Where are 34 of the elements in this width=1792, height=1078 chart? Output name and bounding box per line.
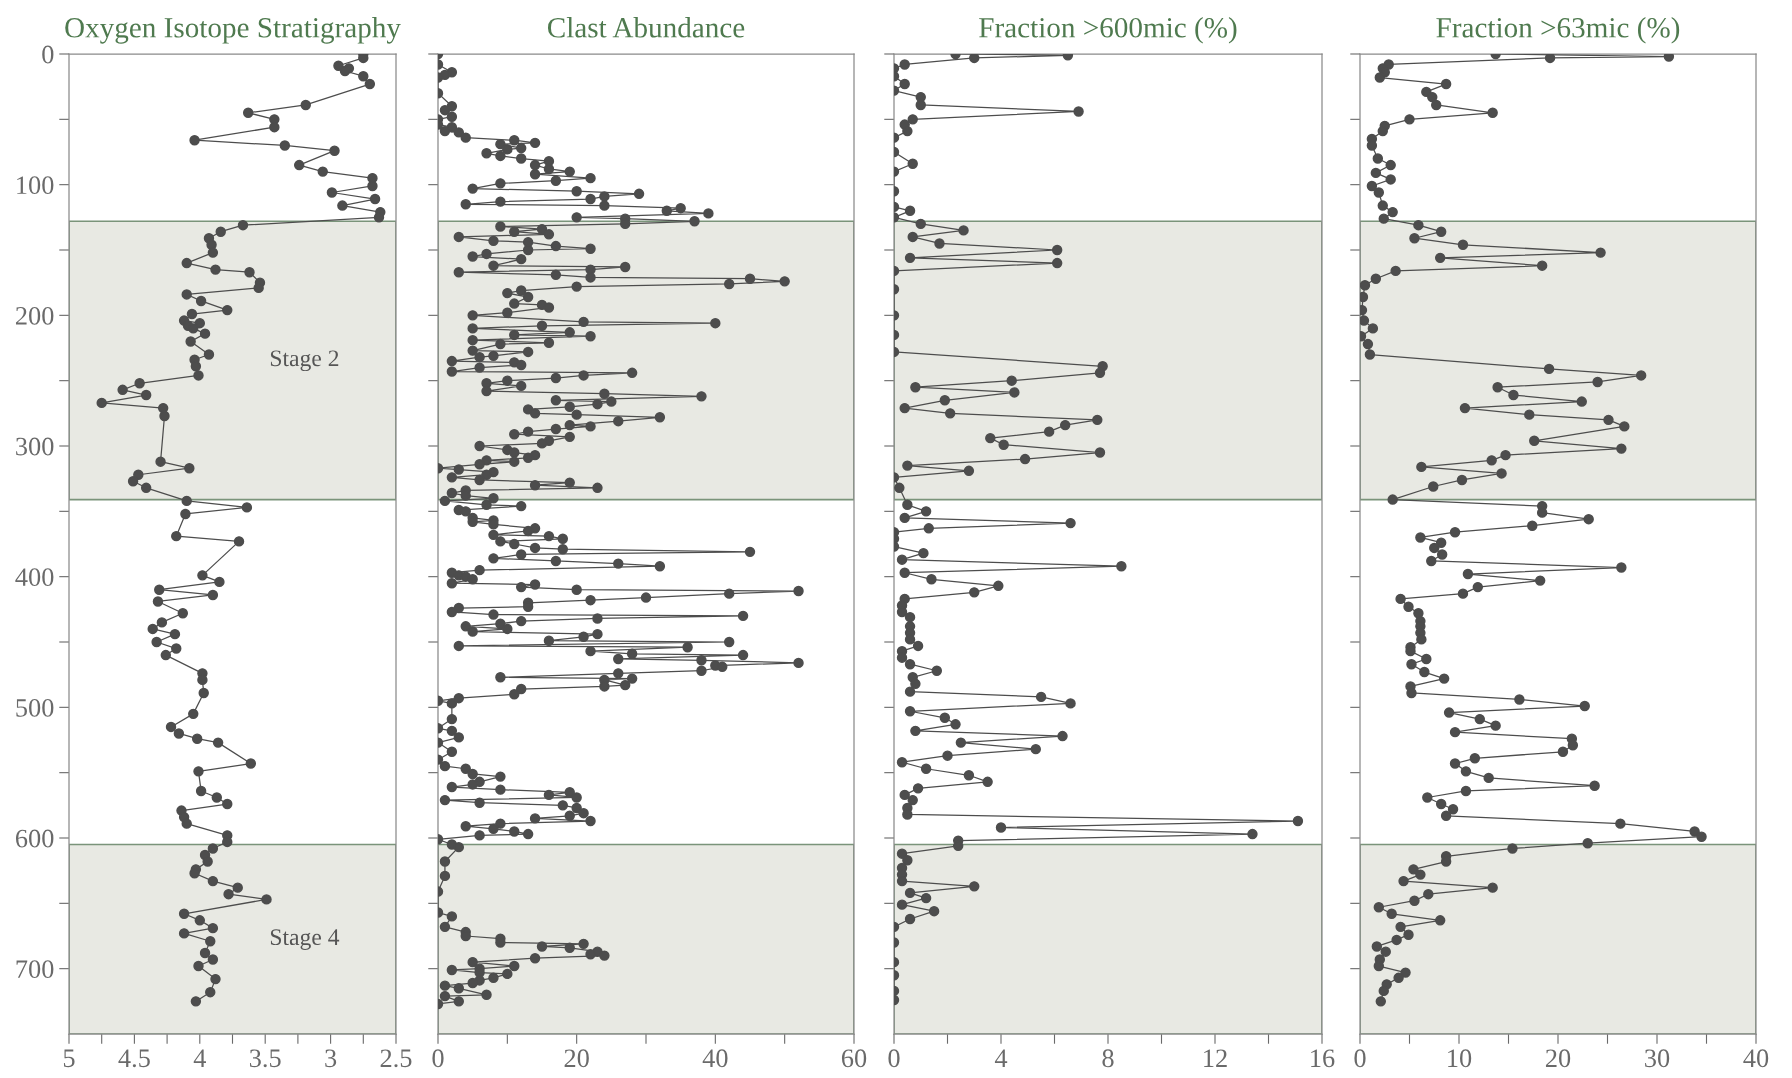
x-tick-label: 20	[564, 1049, 589, 1068]
chart-title: Oxygen Isotope Stratigraphy	[65, 17, 401, 44]
y-tick-label: 400	[15, 568, 54, 587]
y-tick-label: 200	[15, 306, 54, 325]
x-tick-label: 0	[888, 1049, 900, 1068]
x-tick-label: 4	[193, 1049, 206, 1067]
chart-title: Fraction >600mic (%)	[979, 17, 1237, 44]
x-tick-label: 40	[1743, 1049, 1769, 1068]
y-tick-label: 100	[17, 176, 54, 195]
y-tick-label: 300	[16, 437, 54, 456]
y-tick-label: 500	[16, 698, 54, 717]
x-tick-label: 8	[1102, 1049, 1114, 1068]
x-tick-label: 5	[63, 1049, 75, 1068]
chart-title: Clast Abundance	[547, 17, 745, 38]
y-tick-label: 600	[15, 829, 54, 848]
x-tick-label: 12	[1204, 1049, 1227, 1067]
x-tick-label: 4.5	[118, 1049, 150, 1068]
x-tick-label: 3.5	[249, 1049, 281, 1068]
x-tick-label: 16	[1311, 1049, 1335, 1068]
y-tick-label: 700	[16, 960, 54, 979]
x-tick-label: 0	[432, 1049, 444, 1068]
band-label: Stage 2	[270, 350, 339, 372]
x-tick-label: 10	[1448, 1049, 1472, 1068]
x-tick-label: 60	[841, 1049, 867, 1068]
chart-title: Fraction >63mic (%)	[1436, 17, 1680, 44]
x-tick-label: 4	[994, 1049, 1008, 1067]
x-tick-label: 40	[702, 1049, 728, 1068]
x-tick-label: 30	[1645, 1049, 1670, 1068]
x-tick-label: 3	[325, 1049, 337, 1068]
y-tick-label: 0	[42, 45, 54, 64]
x-tick-label: 20	[1545, 1049, 1571, 1068]
x-tick-label: 0	[1354, 1049, 1366, 1068]
band-label: Stage 4	[270, 929, 340, 950]
x-tick-label: 2.5	[380, 1049, 412, 1068]
